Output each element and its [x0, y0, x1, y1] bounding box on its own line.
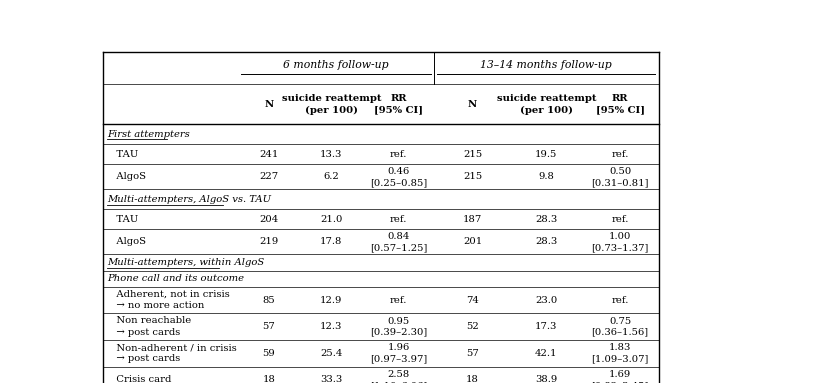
Text: 57: 57 — [262, 322, 275, 331]
Text: 23.0: 23.0 — [534, 296, 557, 304]
Text: ref.: ref. — [390, 150, 407, 159]
Text: 57: 57 — [466, 349, 478, 358]
Text: 17.3: 17.3 — [534, 322, 557, 331]
Text: 38.9: 38.9 — [534, 375, 557, 383]
Text: First attempters: First attempters — [108, 129, 190, 139]
Text: 0.75
[0.36–1.56]: 0.75 [0.36–1.56] — [590, 317, 648, 337]
Text: 12.3: 12.3 — [320, 322, 342, 331]
Text: 204: 204 — [259, 215, 278, 224]
Text: 19.5: 19.5 — [534, 150, 557, 159]
Text: ref.: ref. — [610, 215, 628, 224]
Text: 0.84
[0.57–1.25]: 0.84 [0.57–1.25] — [370, 232, 427, 252]
Text: 9.8: 9.8 — [538, 172, 553, 181]
Text: 13–14 months follow-up: 13–14 months follow-up — [480, 60, 611, 70]
Text: 25.4: 25.4 — [320, 349, 342, 358]
Text: Multi-attempters, AlgoS vs. TAU: Multi-attempters, AlgoS vs. TAU — [108, 195, 271, 204]
Text: 241: 241 — [259, 150, 278, 159]
Text: RR
[95% CI]: RR [95% CI] — [374, 94, 423, 115]
Text: 2.58
[1.10–6.06]: 2.58 [1.10–6.06] — [370, 370, 427, 383]
Text: N: N — [264, 100, 273, 109]
Text: 0.95
[0.39–2.30]: 0.95 [0.39–2.30] — [370, 317, 427, 337]
Text: Phone call and its outcome: Phone call and its outcome — [108, 274, 244, 283]
Text: 1.96
[0.97–3.97]: 1.96 [0.97–3.97] — [370, 343, 427, 363]
Text: RR
[95% CI]: RR [95% CI] — [595, 94, 643, 115]
Text: 12.9: 12.9 — [320, 296, 342, 304]
Text: 85: 85 — [262, 296, 275, 304]
Text: Adherent, not in crisis
   → no more action: Adherent, not in crisis → no more action — [108, 290, 230, 310]
Text: ref.: ref. — [610, 296, 628, 304]
Text: ref.: ref. — [390, 296, 407, 304]
Text: AlgoS: AlgoS — [108, 237, 146, 246]
Text: 18: 18 — [466, 375, 478, 383]
Text: 52: 52 — [466, 322, 478, 331]
Text: AlgoS: AlgoS — [108, 172, 146, 181]
Text: N: N — [467, 100, 476, 109]
Text: 1.83
[1.09–3.07]: 1.83 [1.09–3.07] — [590, 343, 648, 363]
Text: 1.00
[0.73–1.37]: 1.00 [0.73–1.37] — [590, 232, 648, 252]
Text: suicide reattempt
(per 100): suicide reattempt (per 100) — [281, 94, 380, 115]
Text: ref.: ref. — [390, 215, 407, 224]
Text: 201: 201 — [462, 237, 481, 246]
Text: 74: 74 — [466, 296, 478, 304]
Text: 219: 219 — [259, 237, 278, 246]
Text: suicide reattempt
(per 100): suicide reattempt (per 100) — [496, 94, 595, 115]
Text: Non reachable
   → post cards: Non reachable → post cards — [108, 316, 191, 337]
Text: 18: 18 — [262, 375, 275, 383]
Text: ref.: ref. — [610, 150, 628, 159]
Text: Crisis card: Crisis card — [108, 375, 171, 383]
Text: 28.3: 28.3 — [534, 237, 557, 246]
Text: 28.3: 28.3 — [534, 215, 557, 224]
Text: 33.3: 33.3 — [320, 375, 342, 383]
Text: 17.8: 17.8 — [320, 237, 342, 246]
Text: 0.50
[0.31–0.81]: 0.50 [0.31–0.81] — [590, 167, 648, 187]
Text: TAU: TAU — [108, 150, 138, 159]
Text: 215: 215 — [462, 172, 481, 181]
Text: 187: 187 — [462, 215, 481, 224]
Text: 0.46
[0.25–0.85]: 0.46 [0.25–0.85] — [370, 167, 427, 187]
Text: 59: 59 — [262, 349, 275, 358]
Text: 6 months follow-up: 6 months follow-up — [283, 60, 389, 70]
Text: Non-adherent / in crisis
   → post cards: Non-adherent / in crisis → post cards — [108, 343, 237, 363]
Text: 6.2: 6.2 — [323, 172, 339, 181]
Text: 13.3: 13.3 — [320, 150, 342, 159]
Text: 21.0: 21.0 — [320, 215, 342, 224]
Text: 227: 227 — [259, 172, 278, 181]
Text: 42.1: 42.1 — [534, 349, 557, 358]
Text: 1.69
[0.82–3.45]: 1.69 [0.82–3.45] — [590, 370, 648, 383]
Text: 215: 215 — [462, 150, 481, 159]
Text: Multi-attempters, within AlgoS: Multi-attempters, within AlgoS — [108, 258, 265, 267]
Text: TAU: TAU — [108, 215, 138, 224]
